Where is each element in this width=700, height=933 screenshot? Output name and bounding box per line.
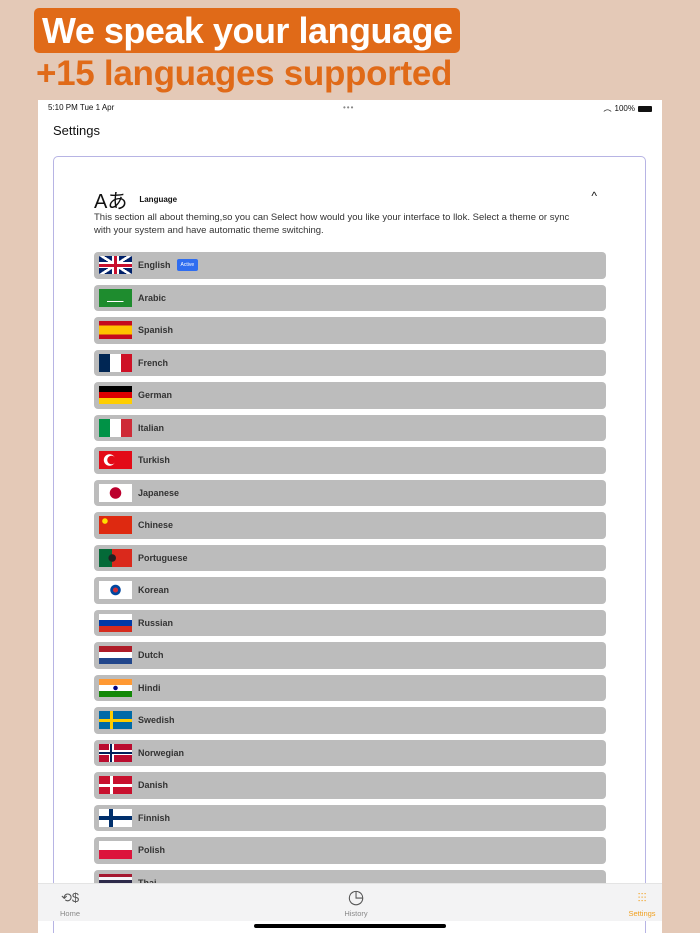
section-title: Language <box>139 195 178 204</box>
jp-flag-icon <box>99 483 132 502</box>
language-label: Spanish <box>138 325 174 336</box>
status-bar: 5:10 PM Tue 1 Apr ••• ︵ 100% <box>48 103 652 117</box>
language-label: Danish <box>138 780 169 791</box>
page-title: Settings <box>53 123 100 138</box>
language-option-swedish[interactable]: Swedish <box>94 707 606 734</box>
language-option-italian[interactable]: Italian <box>94 414 606 441</box>
wifi-icon: ︵ <box>603 104 612 113</box>
es-flag-icon <box>99 321 132 340</box>
language-label: Portuguese <box>138 552 188 563</box>
language-option-chinese[interactable]: Chinese <box>94 512 606 539</box>
translate-icon: Aあ <box>94 191 128 213</box>
nl-flag-icon <box>99 646 132 665</box>
tab-bar: ⟲$ Home ◷ History ⫶⫶⫶ Settings <box>38 883 662 921</box>
language-option-hindi[interactable]: Hindi <box>94 674 606 701</box>
it-flag-icon <box>99 418 132 437</box>
no-flag-icon <box>99 743 132 762</box>
sliders-icon: ⫶⫶⫶ <box>637 891 647 905</box>
language-section-header[interactable]: Aあ Language <box>94 185 177 214</box>
promo-headline: We speak your language <box>34 8 461 53</box>
language-option-finnish[interactable]: Finnish <box>94 804 606 831</box>
fr-flag-icon <box>99 353 132 372</box>
tab-label: Settings <box>628 909 656 918</box>
multitask-dots[interactable]: ••• <box>343 103 355 112</box>
de-flag-icon <box>99 386 132 405</box>
language-option-danish[interactable]: Danish <box>94 772 606 799</box>
language-option-spanish[interactable]: Spanish <box>94 317 606 344</box>
language-label: Finnish <box>138 812 170 823</box>
tab-settings[interactable]: ⫶⫶⫶ Settings <box>612 887 662 918</box>
language-label: English <box>138 260 171 271</box>
pt-flag-icon <box>99 548 132 567</box>
ru-flag-icon <box>99 613 132 632</box>
gb-flag-icon <box>99 256 132 275</box>
dollar-refresh-icon: ⟲$ <box>60 890 80 905</box>
language-label: French <box>138 357 169 368</box>
language-label: Turkish <box>138 455 170 466</box>
language-option-norwegian[interactable]: Norwegian <box>94 739 606 766</box>
tab-history[interactable]: ◷ History <box>326 887 386 918</box>
kr-flag-icon <box>99 581 132 600</box>
language-label: Hindi <box>138 682 161 693</box>
status-time: 5:10 PM Tue 1 Apr <box>48 103 115 112</box>
language-label: Swedish <box>138 715 175 726</box>
history-clock-icon: ◷ <box>347 887 365 908</box>
language-option-portuguese[interactable]: Portuguese <box>94 544 606 571</box>
cn-flag-icon <box>99 516 132 535</box>
fi-flag-icon <box>99 808 132 827</box>
language-label: Dutch <box>138 650 164 661</box>
pl-flag-icon <box>99 841 132 860</box>
section-description: This section all about theming,so you ca… <box>94 212 570 236</box>
battery-percent: 100% <box>614 104 635 113</box>
language-label: Arabic <box>138 292 167 303</box>
language-label: Thai <box>138 878 157 888</box>
language-option-english[interactable]: English Active <box>94 252 606 279</box>
language-list: English Active Arabic Spanish French German It… <box>94 252 606 902</box>
in-flag-icon <box>99 678 132 697</box>
tr-flag-icon <box>99 451 132 470</box>
language-section-card: Aあ Language ^ This section all about the… <box>53 156 646 933</box>
home-indicator <box>254 924 446 928</box>
sa-flag-icon <box>99 288 132 307</box>
language-label: Polish <box>138 845 166 856</box>
language-option-russian[interactable]: Russian <box>94 609 606 636</box>
language-label: German <box>138 390 173 401</box>
language-label: Japanese <box>138 487 180 498</box>
language-option-korean[interactable]: Korean <box>94 577 606 604</box>
chevron-up-icon[interactable]: ^ <box>591 189 597 203</box>
dk-flag-icon <box>99 776 132 795</box>
promo-subheadline: +15 languages supported <box>36 54 453 93</box>
active-badge: Active <box>176 259 199 272</box>
language-option-french[interactable]: French <box>94 349 606 376</box>
language-label: Chinese <box>138 520 174 531</box>
language-label: Norwegian <box>138 747 185 758</box>
language-label: Russian <box>138 617 174 628</box>
language-option-turkish[interactable]: Turkish <box>94 447 606 474</box>
language-option-japanese[interactable]: Japanese <box>94 479 606 506</box>
se-flag-icon <box>99 711 132 730</box>
device-screen: 5:10 PM Tue 1 Apr ••• ︵ 100% Settings Aあ … <box>38 100 662 933</box>
language-label: Italian <box>138 422 165 433</box>
language-label: Korean <box>138 585 170 596</box>
tab-label: Home <box>59 909 80 918</box>
battery-icon <box>638 105 652 112</box>
language-option-dutch[interactable]: Dutch <box>94 642 606 669</box>
language-option-german[interactable]: German <box>94 382 606 409</box>
language-option-polish[interactable]: Polish <box>94 837 606 864</box>
language-option-arabic[interactable]: Arabic <box>94 284 606 311</box>
tab-label: History <box>344 909 368 918</box>
tab-home[interactable]: ⟲$ Home <box>40 887 100 918</box>
